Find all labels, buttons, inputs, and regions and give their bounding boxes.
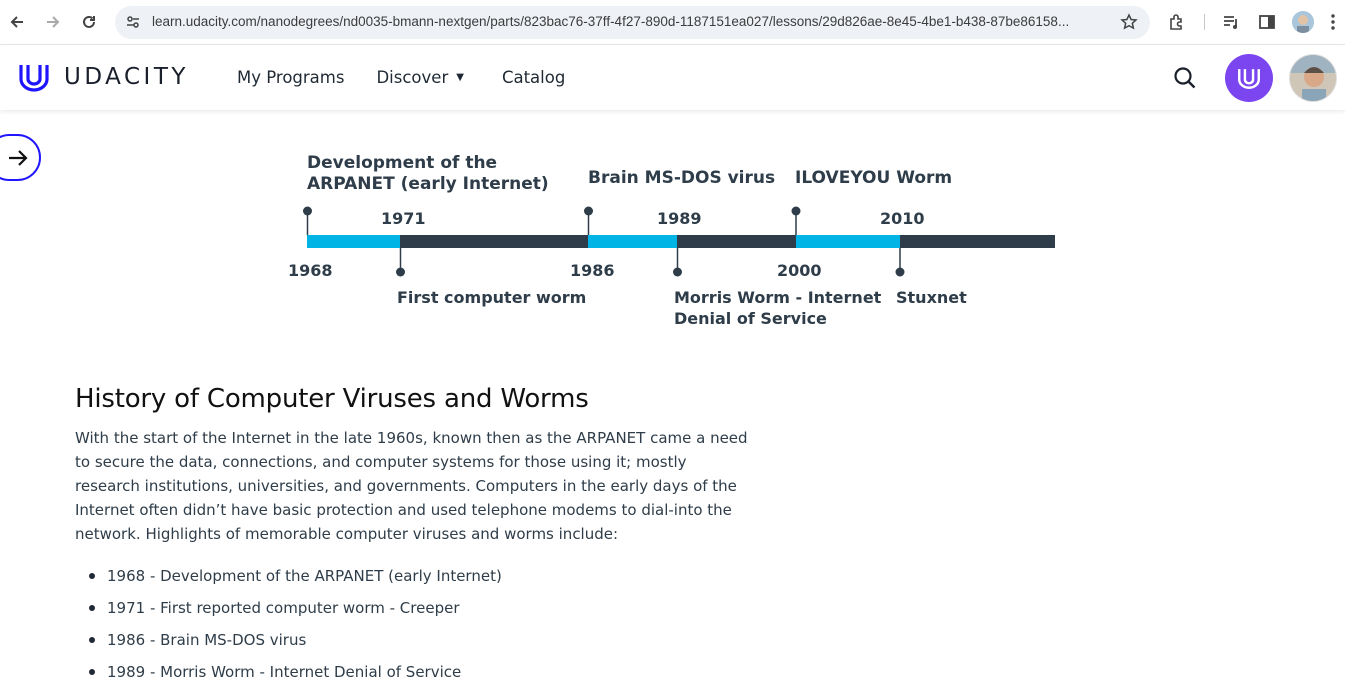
back-icon[interactable]	[6, 11, 28, 33]
event-title-arpanet: Development of the ARPANET (early Intern…	[307, 153, 549, 195]
nav-catalog[interactable]: Catalog	[502, 68, 565, 87]
caret-down-icon: ▼	[456, 72, 464, 83]
section-heading: History of Computer Viruses and Worms	[75, 384, 589, 414]
udacity-logo[interactable]: UDACITY	[18, 61, 189, 93]
list-item: 1968 - Development of the ARPANET (early…	[89, 560, 755, 592]
udacity-logo-icon[interactable]	[1225, 54, 1273, 102]
lesson-content: History of Computer Viruses and Worms Wi…	[75, 384, 755, 688]
udacity-mark-icon	[19, 65, 49, 92]
list-item: 1971 - First reported computer worm - Cr…	[89, 592, 755, 624]
event-title-line: ARPANET (early Internet)	[307, 174, 549, 194]
toolbar-divider	[1204, 14, 1205, 30]
timeline-diagram: Development of the ARPANET (early Intern…	[0, 110, 1345, 350]
main-nav: My Programs Discover ▼ Catalog	[237, 68, 597, 87]
browser-toolbar: learn.udacity.com/nanodegrees/nd0035-bma…	[0, 0, 1345, 45]
nav-label: Discover	[376, 68, 449, 87]
timeline-marker	[584, 206, 593, 216]
site-settings-icon[interactable]	[125, 14, 141, 30]
nav-my-programs[interactable]: My Programs	[237, 68, 344, 87]
event-title-brain: Brain MS-DOS virus	[588, 168, 776, 188]
event-title-line: Development of the	[307, 153, 498, 173]
site-header: UDACITY My Programs Discover ▼ Catalog	[0, 46, 1345, 110]
side-panel-icon[interactable]	[1257, 12, 1277, 32]
list-item: 1986 - Brain MS-DOS virus	[89, 624, 755, 656]
timeline-segment	[307, 235, 400, 248]
event-year-1971: 1971	[381, 209, 426, 228]
url-text[interactable]: learn.udacity.com/nanodegrees/nd0035-bma…	[152, 14, 1070, 29]
search-icon[interactable]	[1173, 66, 1197, 90]
event-title-morris: Morris Worm - Internet Denial of Service	[674, 287, 881, 329]
timeline-bar	[303, 206, 1055, 277]
brand-name: UDACITY	[64, 64, 189, 90]
intro-paragraph: With the start of the Internet in the la…	[75, 429, 748, 543]
event-year-2000: 2000	[777, 261, 822, 280]
timeline-segment	[796, 235, 900, 248]
nav-discover[interactable]: Discover ▼	[376, 68, 463, 87]
timeline-segment	[588, 235, 677, 248]
virus-list: 1968 - Development of the ARPANET (early…	[89, 560, 755, 688]
nav-label: Catalog	[501, 68, 566, 87]
event-year-2010: 2010	[880, 209, 925, 228]
reload-icon[interactable]	[78, 11, 100, 33]
arrow-right-icon	[9, 149, 28, 166]
timeline-marker	[791, 206, 801, 216]
event-title-line: Denial of Service	[674, 309, 827, 328]
address-bar[interactable]: learn.udacity.com/nanodegrees/nd0035-bma…	[115, 6, 1150, 39]
timeline-marker	[895, 267, 905, 277]
sidebar-toggle-button[interactable]	[0, 134, 41, 181]
bookmark-star-icon[interactable]	[1120, 13, 1138, 31]
nav-label: My Programs	[237, 68, 345, 87]
list-item: 1989 - Morris Worm - Internet Denial of …	[89, 656, 755, 688]
browser-profile-avatar[interactable]	[1292, 11, 1314, 33]
timeline-marker	[396, 267, 405, 277]
event-title-line: Morris Worm - Internet	[674, 288, 882, 307]
timeline-track	[307, 235, 1055, 248]
timeline-marker	[673, 267, 682, 277]
event-year-1989: 1989	[657, 209, 702, 228]
timeline-marker	[303, 206, 312, 216]
extensions-icon[interactable]	[1167, 12, 1187, 32]
user-avatar[interactable]	[1289, 54, 1337, 102]
event-year-1968: 1968	[288, 261, 333, 280]
event-title-iloveyou: ILOVEYOU Worm	[795, 168, 953, 188]
browser-menu-icon[interactable]	[1328, 12, 1338, 32]
media-control-icon[interactable]	[1221, 12, 1241, 32]
event-year-1986: 1986	[570, 261, 615, 280]
forward-icon[interactable]	[42, 11, 64, 33]
event-title-first-worm: First computer worm	[397, 288, 587, 307]
event-title-stuxnet: Stuxnet	[896, 288, 967, 307]
